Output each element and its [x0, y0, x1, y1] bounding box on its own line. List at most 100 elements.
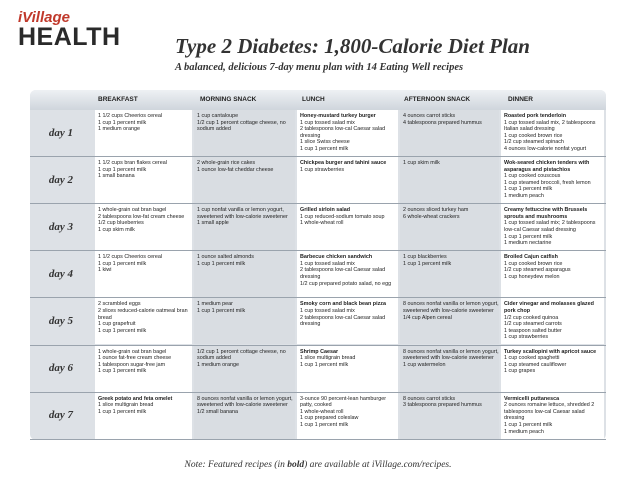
column-header-breakfast: BREAKFAST [98, 96, 138, 103]
menu-cell-afternoon-snack: 4 ounces carrot sticks 4 tablespoons prep… [403, 113, 499, 155]
row-divider [30, 297, 606, 299]
menu-item: 1 cup honeydew melon [504, 274, 560, 281]
cell-background [95, 345, 192, 392]
menu-item: 1 medium pear [197, 301, 233, 308]
menu-item: 1 cup tossed salad mix, 2 tablespoons It… [504, 119, 596, 133]
day-label: day 3 [48, 220, 74, 233]
menu-cell-dinner: Broiled Cajun catfish 1 cup cooked brown … [504, 254, 604, 296]
menu-cell-morning-snack: 1 ounce salted almonds 1 cup 1 percent mi… [197, 254, 295, 296]
menu-item: 1 cup cooked couscous [504, 173, 561, 180]
cell-background [501, 110, 604, 157]
menu-item: 2 tablespoons low-cal Caesar salad dress… [300, 314, 386, 328]
recipe-name: Barbecue chicken sandwich [300, 254, 373, 261]
menu-item: 1/2 cup steamed spinach [504, 139, 564, 146]
menu-cell-lunch: Grilled sirloin salad 1 cup reduced-sodiu… [300, 207, 398, 249]
menu-item: 1 cup 1 percent milk [300, 421, 349, 428]
menu-item: 1 1/2 cups Cheerios cereal [98, 254, 163, 261]
recipe-name: Honey-mustard turkey burger [300, 113, 376, 119]
menu-item: 1 medium peach [504, 193, 544, 200]
menu-item: 8 ounces nonfat vanilla or lemon yogurt,… [403, 348, 499, 362]
column-header-afternoon-snack: AFTERNOON SNACK [404, 96, 471, 103]
menu-cell-dinner: Wok-seared chicken tenders with asparagu… [504, 160, 604, 202]
menu-item: 1 cup 1 percent milk [98, 119, 147, 126]
menu-item: 1 cup cooked brown rice [504, 132, 563, 139]
menu-item: 1/2 cup cooked quinoa [504, 314, 559, 321]
cell-background [501, 157, 604, 204]
cell-background [400, 204, 499, 251]
cell-background [194, 251, 295, 298]
menu-item: 1 cup 1 percent milk [98, 260, 147, 267]
menu-item: 1 cup strawberries [504, 334, 549, 341]
menu-item: 4 tablespoons prepared hummus [403, 119, 482, 126]
menu-item: 1 cup steamed cauliflower [504, 361, 567, 368]
recipe-name: Grilled sirloin salad [300, 207, 351, 214]
menu-cell-breakfast: 1 whole-grain oat bran bagel 2 tablespoon… [98, 207, 192, 249]
menu-item: 1/2 cup steamed asparagus [504, 267, 571, 274]
cell-background [194, 110, 295, 157]
menu-item: 2 slices reduced-calorie oatmeal bran br… [98, 307, 188, 321]
recipe-name: Shrimp Caesar [300, 348, 339, 355]
menu-cell-breakfast: 2 scrambled eggs 2 slices reduced-calorie… [98, 301, 192, 343]
menu-cell-morning-snack: 1/2 cup 1 percent cottage cheese, no sod… [197, 349, 295, 391]
menu-item: 1 cup 1 percent milk [197, 307, 246, 314]
menu-item: 2 whole-grain rice cakes [197, 160, 256, 167]
cell-background [501, 345, 604, 392]
menu-item: 1/2 small banana [197, 408, 239, 415]
cell-background [95, 110, 192, 157]
cell-background [400, 251, 499, 298]
menu-item: 1 medium orange [197, 361, 239, 368]
cell-background [95, 204, 192, 251]
menu-item: 1 medium peach [504, 428, 544, 435]
menu-item: 1 cup 1 percent milk [98, 368, 147, 375]
menu-item: 2 tablespoons low-fat cream cheese [98, 213, 185, 220]
cell-background [297, 157, 398, 204]
cell-background [194, 345, 295, 392]
cell-background [501, 392, 604, 439]
menu-item: 1 cup blackberries [403, 254, 447, 261]
menu-cell-morning-snack: 8 ounces nonfat vanilla or lemon yogurt,… [197, 396, 295, 438]
menu-item: 1/2 cup 1 percent cottage cheese, no sod… [197, 119, 286, 133]
menu-item: 1 cup strawberries [300, 166, 345, 173]
footnote-bold: bold [287, 460, 305, 470]
recipe-name: Vermicelli puttanesca [504, 395, 560, 402]
menu-item: 2 tablespoons low-cal Caesar salad dress… [300, 126, 386, 139]
menu-item: 1/2 cup prepared potato salad, no egg [300, 280, 392, 287]
menu-item: 1 cup watermelon [403, 361, 446, 368]
menu-cell-breakfast: 1 1/2 cups Cheerios cereal 1 cup 1 percen… [98, 254, 192, 296]
day-label: day 6 [48, 362, 74, 375]
cell-background [194, 157, 295, 204]
menu-item: 2 tablespoons low-cal Caesar salad dress… [300, 267, 386, 281]
menu-item: 1 cup tossed salad mix; 2 tablespoons lo… [504, 220, 596, 233]
menu-item: 1 cup tossed salad mix [300, 260, 355, 267]
menu-cell-morning-snack: 1 cup cantaloupe 1/2 cup 1 percent cottag… [197, 113, 295, 155]
menu-item: 1 cup prepared coleslaw [300, 415, 359, 422]
menu-item: 1 cup 1 percent milk [98, 327, 147, 334]
recipe-name: Creamy fettuccine with Brussels sprouts … [504, 207, 588, 220]
cell-background [297, 392, 398, 439]
menu-item: 2 scrambled eggs [98, 301, 141, 308]
day-label: day 4 [48, 267, 74, 280]
day-label: day 1 [48, 126, 74, 139]
menu-item: 1 cup tossed salad mix [300, 119, 355, 126]
menu-item: 1 cup tossed salad mix [300, 307, 355, 314]
cell-background [400, 345, 499, 392]
cell-background [95, 157, 192, 204]
menu-item: 1/2 cup 1 percent cottage cheese, no sod… [197, 348, 286, 362]
menu-item: 1 cup skim milk [403, 160, 440, 167]
menu-cell-breakfast: 1 whole-grain oat bran bagel 1 ounce fat-… [98, 349, 192, 391]
recipe-name: Wok-seared chicken tenders with asparagu… [504, 160, 590, 173]
menu-item: 1/2 cup steamed carrots [504, 321, 562, 328]
row-divider [30, 438, 606, 440]
cell-background [501, 204, 604, 251]
recipe-name: Broiled Cajun catfish [504, 254, 558, 261]
menu-item: 1 tablespoon sugar-free jam [98, 361, 166, 368]
recipe-name: Cider vinegar and molasses glazed pork c… [504, 301, 594, 314]
cell-background [194, 298, 295, 345]
cell-background [400, 157, 499, 204]
cell-background [400, 392, 499, 439]
cell-background [400, 298, 499, 345]
cell-background [194, 392, 295, 439]
table-header-row [30, 90, 606, 110]
menu-item: 8 ounces nonfat vanilla or lemon yogurt,… [403, 301, 499, 314]
logo-bottom-text: HEALTH [18, 23, 121, 51]
